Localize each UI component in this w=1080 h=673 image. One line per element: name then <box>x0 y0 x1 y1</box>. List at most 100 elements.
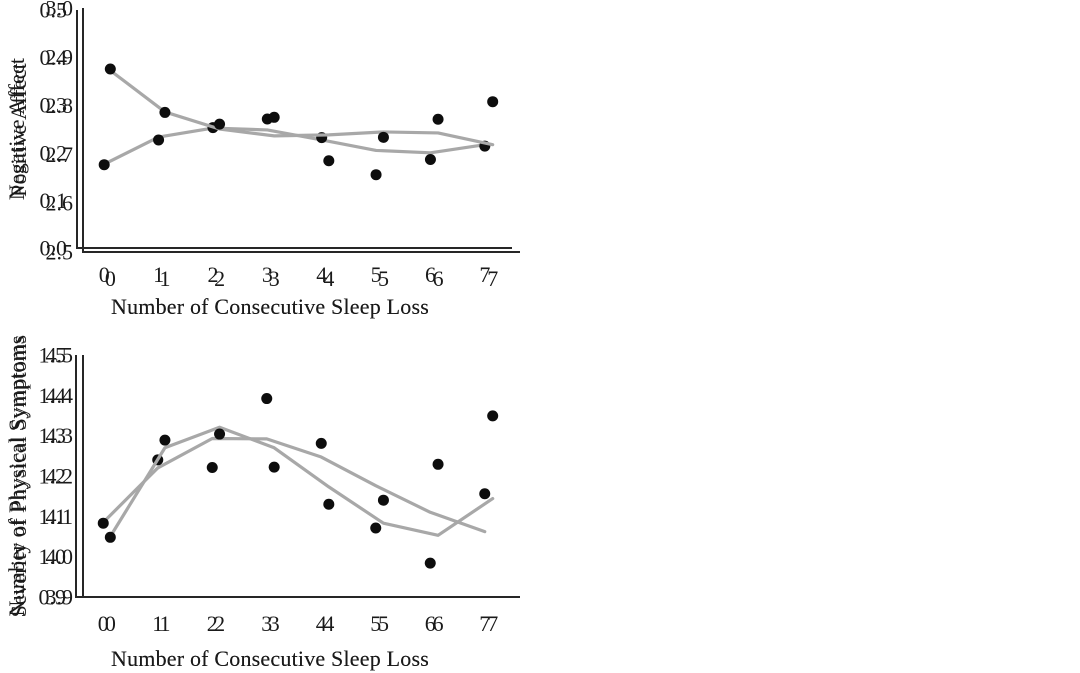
y-tick-labels: 2.5 2.6 2.7 2.8 2.9 3.0 <box>46 0 74 265</box>
y-axis-title-severity-of-physical-symptoms: Severity of Physical Symptoms <box>6 334 31 618</box>
x-tick-label: 0 <box>99 262 110 287</box>
x-tick-label: 3 <box>269 266 280 291</box>
data-point <box>214 428 226 440</box>
chart-number-of-physical-symptoms: 0.9 1.0 1.1 1.2 1.3 1.4 1.5 0 1 2 3 4 5 6 7 <box>39 343 512 636</box>
data-point <box>214 118 226 130</box>
data-point <box>315 437 327 449</box>
y-tick-label: 2.9 <box>46 44 74 69</box>
x-tick-label: 7 <box>479 262 490 287</box>
x-axis-title: Number of Consecutive Sleep Loss <box>110 646 429 671</box>
x-axis-title: Number of Consecutive Sleep Loss <box>110 294 429 319</box>
data-point <box>432 458 444 470</box>
data-points <box>97 393 491 569</box>
axes: 3.9 4.0 4.1 4.2 4.3 4.4 4.5 0 1 2 3 4 5 6 7 <box>46 343 520 636</box>
y-tick-label: 2.7 <box>46 142 74 167</box>
y-tick-label: 1.5 <box>39 343 67 368</box>
y-tick-label: 0.3 <box>40 93 68 118</box>
x-tick-label: 2 <box>214 266 225 291</box>
data-point <box>370 169 382 181</box>
data-points <box>104 410 499 543</box>
data-point <box>377 494 389 506</box>
data-point <box>97 517 109 529</box>
data-point <box>370 522 382 534</box>
panel-severity-of-physical-symptoms: 3.9 4.0 4.1 4.2 4.3 4.4 4.5 0 1 2 3 4 5 6 7 Severity o… <box>0 330 540 673</box>
data-point <box>487 410 499 422</box>
data-point <box>487 96 499 108</box>
fitted-line <box>108 425 495 539</box>
y-tick-label: 0.4 <box>40 45 68 70</box>
x-tick-label: 4 <box>316 262 327 287</box>
x-tick-label: 2 <box>207 611 218 636</box>
x-tick-label: 4 <box>316 611 327 636</box>
y-tick-label: 0.5 <box>40 0 68 23</box>
x-tick-label: 3 <box>261 611 272 636</box>
data-point <box>432 113 444 125</box>
data-point <box>424 557 436 569</box>
data-point <box>206 462 218 474</box>
x-tick-label: 7 <box>487 266 498 291</box>
y-tick-label: 2.8 <box>46 93 74 118</box>
x-tick-label: 4 <box>323 266 334 291</box>
y-tick-label: 2.6 <box>46 191 74 216</box>
axes: 0.0 0.1 0.2 0.3 0.4 0.5 0 1 2 3 4 5 6 7 <box>40 0 512 287</box>
x-tick-label: 0 <box>105 266 116 291</box>
data-point <box>104 531 116 543</box>
y-tick-label: 0.9 <box>39 585 67 610</box>
y-tick-label: 1.1 <box>39 504 67 529</box>
x-tick-label: 3 <box>269 611 280 636</box>
chart-severity-of-physical-symptoms: 3.9 4.0 4.1 4.2 4.3 4.4 4.5 0 1 2 3 4 5 6 7 <box>46 343 520 636</box>
x-tick-label: 7 <box>479 611 490 636</box>
data-point <box>323 498 335 510</box>
x-tick-label: 3 <box>262 262 273 287</box>
y-tick-labels: 0.9 1.0 1.1 1.2 1.3 1.4 1.5 <box>39 343 67 610</box>
data-point <box>159 434 171 446</box>
y-tick-label: 4.0 <box>46 544 74 569</box>
data-point <box>261 393 273 405</box>
y-tick-label: 1.4 <box>39 383 67 408</box>
y-tick-label: 4.1 <box>46 504 74 529</box>
y-tick-label: 1.3 <box>39 423 67 448</box>
x-tick-label: 2 <box>207 262 218 287</box>
data-point <box>159 106 171 118</box>
data-point <box>98 159 110 171</box>
data-point <box>268 461 280 473</box>
x-tick-label: 0 <box>105 611 116 636</box>
panel-positive-affect: 2.5 2.6 2.7 2.8 2.9 3.0 0 1 2 3 4 5 6 7 Positive Affe… <box>0 0 540 330</box>
x-tick-labels: 0 1 2 3 4 5 6 7 <box>105 266 498 291</box>
y-tick-label: 2.5 <box>46 240 74 265</box>
axes: 2.5 2.6 2.7 2.8 2.9 3.0 0 1 2 3 4 5 6 7 <box>46 0 520 291</box>
x-tick-label: 1 <box>159 611 170 636</box>
x-axis-title: Number of Consecutive Sleep Loss <box>110 646 429 671</box>
y-tick-label: 3.9 <box>46 585 74 610</box>
y-tick-label: 0.1 <box>40 188 68 213</box>
x-tick-label: 6 <box>425 611 436 636</box>
x-tick-label: 6 <box>433 611 444 636</box>
data-point <box>323 155 335 167</box>
x-tick-label: 1 <box>153 262 164 287</box>
x-tick-labels: 0 1 2 3 4 5 6 7 <box>105 611 498 636</box>
x-tick-label: 6 <box>433 266 444 291</box>
x-tick-labels: 0 1 2 3 4 5 6 7 <box>99 262 491 287</box>
data-point <box>424 153 436 165</box>
x-tick-label: 7 <box>487 611 498 636</box>
x-tick-label: 1 <box>152 611 163 636</box>
y-tick-label: 1.2 <box>39 464 67 489</box>
x-tick-label: 6 <box>425 262 436 287</box>
x-axis-title: Number of Consecutive Sleep Loss <box>110 294 429 319</box>
x-tick-label: 5 <box>371 262 382 287</box>
y-tick-label: 3.0 <box>46 0 74 21</box>
panel-number-of-physical-symptoms: 0.9 1.0 1.1 1.2 1.3 1.4 1.5 0 1 2 3 4 5 6 7 Number of … <box>0 330 540 673</box>
y-tick-label: 4.5 <box>46 343 74 368</box>
y-tick-label: 0.0 <box>40 236 68 261</box>
x-tick-label: 0 <box>98 611 109 636</box>
y-tick-label: 4.3 <box>46 423 74 448</box>
x-tick-labels: 0 1 2 3 4 5 6 7 <box>98 611 491 636</box>
y-tick-label: 4.4 <box>46 383 74 408</box>
fitted-line <box>101 436 487 534</box>
x-tick-label: 2 <box>214 611 225 636</box>
chart-negative-affect: 0.0 0.1 0.2 0.3 0.4 0.5 0 1 2 3 4 5 6 7 <box>40 0 512 287</box>
y-axis-title-positive-affect: Positive Affect <box>6 63 31 197</box>
x-tick-label: 5 <box>378 266 389 291</box>
x-tick-label: 5 <box>378 611 389 636</box>
